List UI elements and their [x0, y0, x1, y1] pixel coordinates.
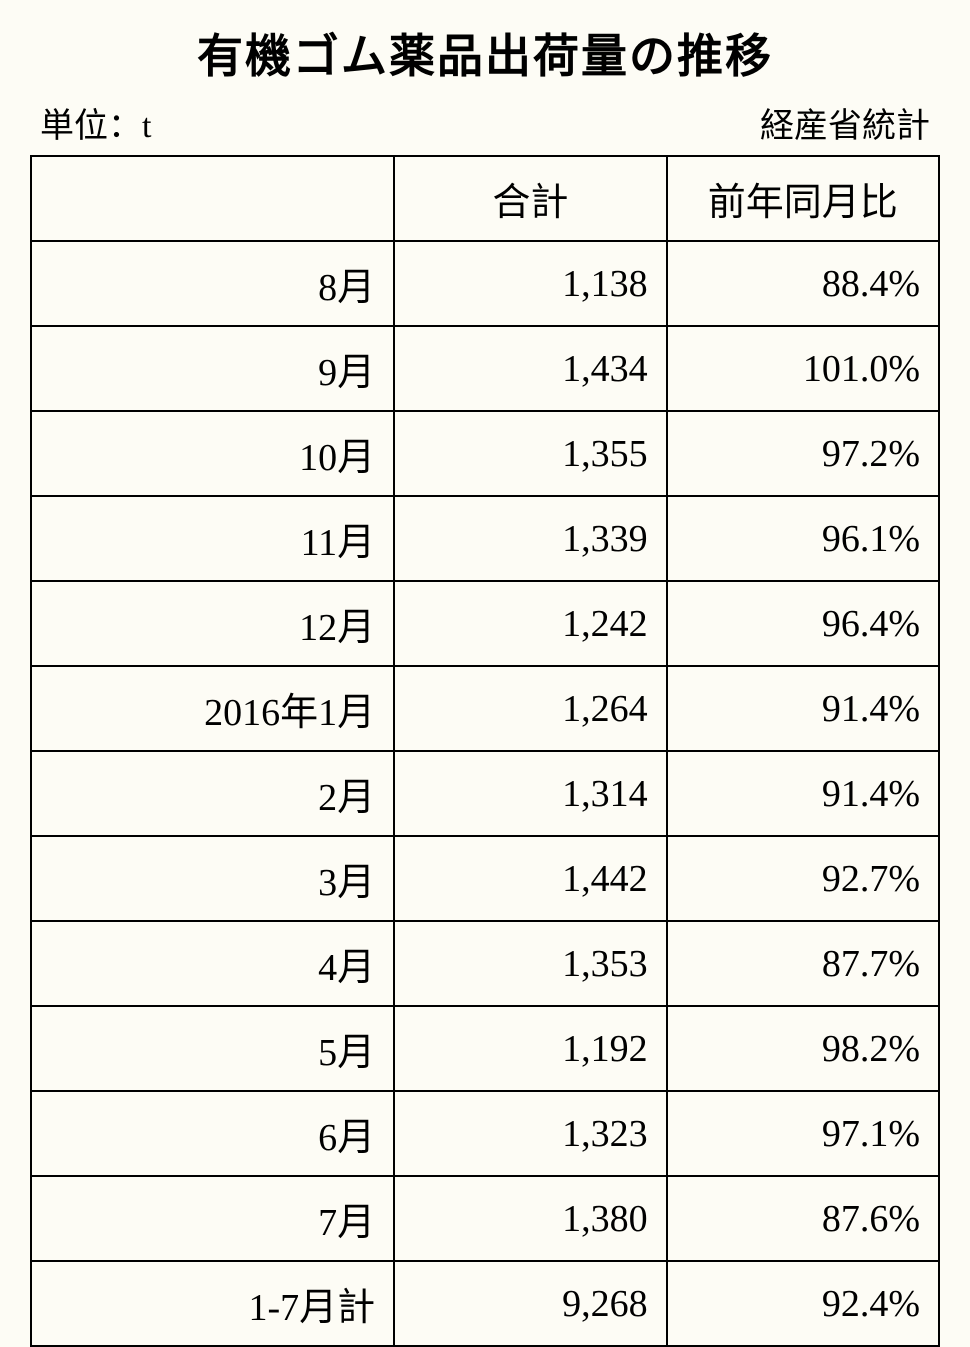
cell-yoy: 92.7% — [667, 836, 939, 921]
unit-label: 単位：t — [40, 98, 151, 147]
cell-total: 1,192 — [394, 1006, 666, 1091]
table-row: 10月1,35597.2% — [31, 411, 939, 496]
cell-total: 9,268 — [394, 1261, 666, 1346]
cell-month: 5月 — [31, 1006, 394, 1091]
cell-month: 9月 — [31, 326, 394, 411]
cell-yoy: 92.4% — [667, 1261, 939, 1346]
cell-total: 1,355 — [394, 411, 666, 496]
cell-total: 1,264 — [394, 666, 666, 751]
cell-month: 7月 — [31, 1176, 394, 1261]
cell-total: 1,380 — [394, 1176, 666, 1261]
table-row: 2016年1月1,26491.4% — [31, 666, 939, 751]
table-row: 9月1,434101.0% — [31, 326, 939, 411]
cell-month: 4月 — [31, 921, 394, 1006]
cell-total: 1,242 — [394, 581, 666, 666]
cell-month: 2016年1月 — [31, 666, 394, 751]
table-header-yoy: 前年同月比 — [667, 156, 939, 241]
table-row: 12月1,24296.4% — [31, 581, 939, 666]
cell-yoy: 96.4% — [667, 581, 939, 666]
table-row: 7月1,38087.6% — [31, 1176, 939, 1261]
cell-yoy: 101.0% — [667, 326, 939, 411]
table-row: 2月1,31491.4% — [31, 751, 939, 836]
cell-month: 10月 — [31, 411, 394, 496]
cell-month: 11月 — [31, 496, 394, 581]
cell-month: 12月 — [31, 581, 394, 666]
cell-month: 6月 — [31, 1091, 394, 1176]
cell-yoy: 87.7% — [667, 921, 939, 1006]
cell-yoy: 97.2% — [667, 411, 939, 496]
cell-total: 1,339 — [394, 496, 666, 581]
cell-total: 1,353 — [394, 921, 666, 1006]
table-row: 5月1,19298.2% — [31, 1006, 939, 1091]
cell-total: 1,314 — [394, 751, 666, 836]
table-header-blank — [31, 156, 394, 241]
cell-total: 1,442 — [394, 836, 666, 921]
table-row: 3月1,44292.7% — [31, 836, 939, 921]
source-label: 経産省統計 — [760, 98, 930, 147]
cell-month: 1-7月計 — [31, 1261, 394, 1346]
cell-yoy: 88.4% — [667, 241, 939, 326]
table-header-total: 合計 — [394, 156, 666, 241]
table-header-row: 合計 前年同月比 — [31, 156, 939, 241]
cell-yoy: 96.1% — [667, 496, 939, 581]
cell-yoy: 98.2% — [667, 1006, 939, 1091]
table-row: 8月1,13888.4% — [31, 241, 939, 326]
cell-yoy: 91.4% — [667, 666, 939, 751]
cell-month: 3月 — [31, 836, 394, 921]
cell-yoy: 87.6% — [667, 1176, 939, 1261]
cell-month: 8月 — [31, 241, 394, 326]
cell-total: 1,323 — [394, 1091, 666, 1176]
cell-total: 1,434 — [394, 326, 666, 411]
subheader-row: 単位：t 経産省統計 — [30, 98, 940, 147]
shipments-table: 合計 前年同月比 8月1,13888.4%9月1,434101.0%10月1,3… — [30, 155, 940, 1347]
cell-month: 2月 — [31, 751, 394, 836]
cell-total: 1,138 — [394, 241, 666, 326]
cell-yoy: 91.4% — [667, 751, 939, 836]
table-row: 11月1,33996.1% — [31, 496, 939, 581]
table-row: 4月1,35387.7% — [31, 921, 939, 1006]
cell-yoy: 97.1% — [667, 1091, 939, 1176]
page-title: 有機ゴム薬品出荷量の推移 — [30, 20, 940, 86]
table-row: 1-7月計9,26892.4% — [31, 1261, 939, 1346]
table-row: 6月1,32397.1% — [31, 1091, 939, 1176]
